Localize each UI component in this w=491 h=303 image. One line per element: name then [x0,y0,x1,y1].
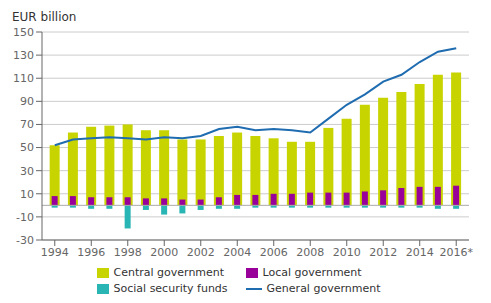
svg-text:-10: -10 [16,211,34,224]
svg-text:1996: 1996 [77,246,105,259]
html-text:Social security funds: Social security funds [113,282,228,295]
svg-text:2002: 2002 [187,246,215,259]
svg-text:1998: 1998 [114,246,142,259]
svg-text:2010: 2010 [333,246,361,259]
svg-text:2004: 2004 [223,246,251,259]
html-text:Central government: Central government [113,266,225,279]
html-text:EUR billion: EUR billion [12,10,77,24]
svg-text:2012: 2012 [369,246,397,259]
svg-text:110: 110 [13,72,34,85]
svg-text:10: 10 [20,188,34,201]
svg-text:2006: 2006 [260,246,288,259]
svg-text:150: 150 [13,26,34,39]
svg-text:130: 130 [13,49,34,62]
svg-text:1994: 1994 [41,246,69,259]
svg-text:70: 70 [20,118,34,131]
svg-text:50: 50 [20,141,34,154]
svg-text:2008: 2008 [296,246,324,259]
svg-text:2016*: 2016* [439,246,473,259]
svg-text:90: 90 [20,95,34,108]
svg-text:-30: -30 [16,234,34,247]
html-text:General government: General government [266,282,381,295]
svg-text:30: 30 [20,165,34,178]
html-text:Local government: Local government [262,266,362,279]
svg-text:2000: 2000 [150,246,178,259]
svg-text:2014: 2014 [406,246,434,259]
